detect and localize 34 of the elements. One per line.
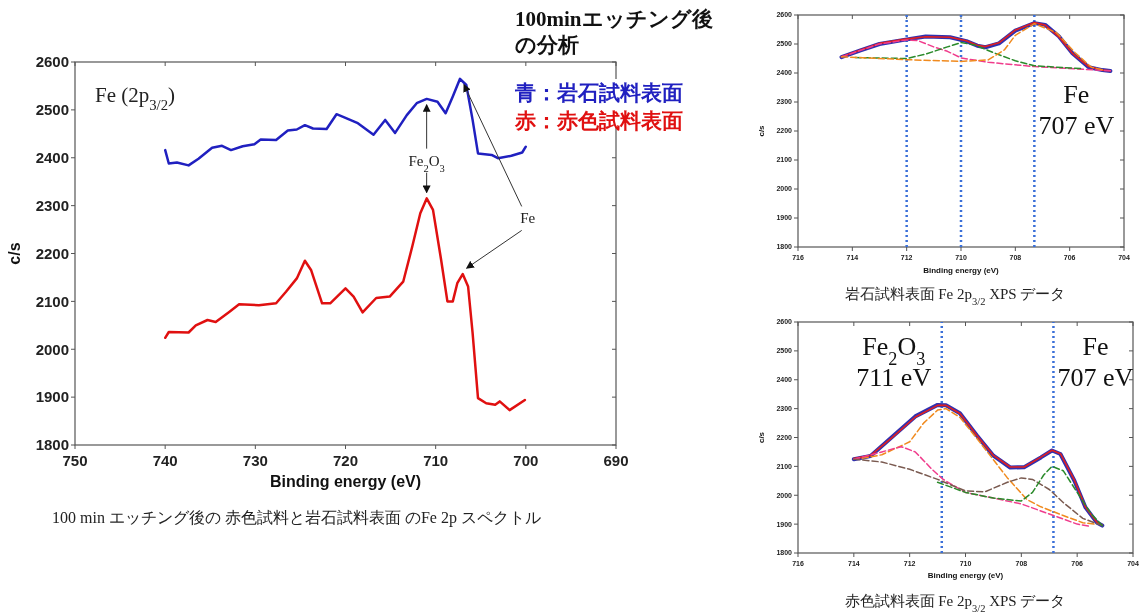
y-tick-label: 2000	[35, 340, 69, 358]
x-axis-title: Binding energy (eV)	[923, 266, 1000, 275]
x-tick-label: 720	[332, 452, 359, 469]
annotation: Fe (2p$_{3/2}$)	[95, 83, 176, 113]
text: 青：岩石試料表面	[514, 81, 683, 104]
text: 赤：赤色試料表面	[514, 109, 683, 132]
x-tick-label: 740	[152, 452, 178, 469]
y-tick-label: 2100	[35, 292, 69, 310]
y-tick-label: 2400	[35, 149, 69, 166]
text: 100 min エッチング後の 赤色試料と岩石試料表面 のFe 2p スペクトル	[52, 509, 541, 527]
ref-line-label: Fe 707 eV	[1057, 332, 1134, 392]
text: 岩石試料表面 Fe 2p$_{3/2}$ XPS データ	[844, 286, 1066, 307]
ref-line-label: Fe 707 eV	[1038, 80, 1115, 140]
x-tick-label: 750	[62, 452, 88, 469]
y-tick-label: 2500	[35, 101, 69, 119]
ref-line-label: Fe$_{2}$O$_{3}$ 711 eV	[856, 332, 932, 392]
y-axis-title: c/s	[6, 242, 23, 265]
y-tick-label: 2600	[35, 53, 69, 71]
x-tick-label: 690	[603, 452, 629, 469]
x-tick-label: 710	[423, 452, 449, 469]
x-tick-label: 700	[513, 452, 539, 469]
annotation: Fe	[520, 210, 536, 227]
x-axis-title: Binding energy (eV)	[269, 473, 422, 490]
y-tick-label: 2300	[35, 196, 69, 214]
y-tick-label: 1800	[35, 436, 69, 454]
y-axis-title: c/s	[757, 431, 766, 444]
y-axis-title: c/s	[757, 124, 766, 137]
x-axis-title: Binding energy (eV)	[927, 571, 1004, 580]
y-tick-label: 1900	[35, 388, 69, 406]
annotation: Fe$_{2}$O$_{3}$	[408, 152, 445, 174]
text: 赤色試料表面 Fe 2p$_{3/2}$ XPS データ	[844, 593, 1066, 614]
chart-title: 100minエッチング後の分析	[515, 6, 727, 58]
y-tick-label: 2200	[35, 244, 69, 262]
x-tick-label: 730	[242, 452, 268, 469]
